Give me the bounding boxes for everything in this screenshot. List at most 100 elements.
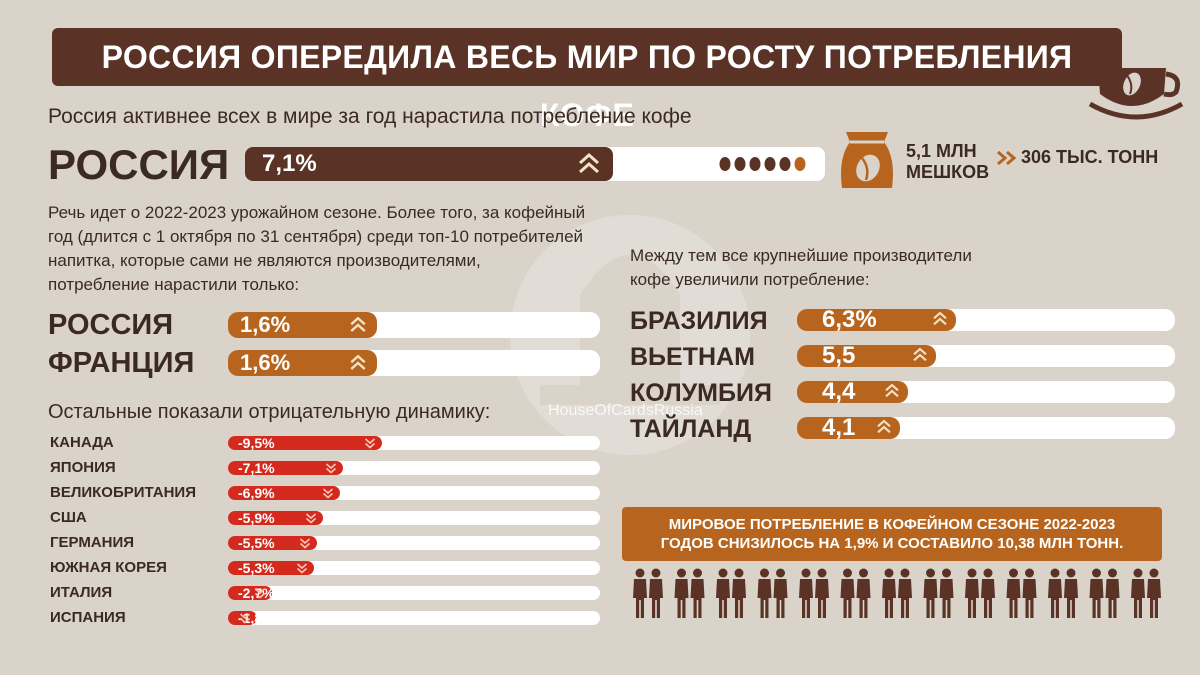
person-icon: [649, 568, 663, 618]
chevron-up-icon: [877, 419, 892, 434]
chevron-down-icon: [325, 463, 336, 474]
sacks-amount: 5,1 МЛН: [906, 141, 977, 161]
coffee-cup-icon: [1088, 68, 1184, 120]
chevron-down-icon: [299, 538, 310, 549]
person-icon: [840, 568, 855, 618]
paragraph-line-3: напитка, которые сами не являются произв…: [48, 251, 481, 270]
chevron-down-icon: [364, 438, 375, 449]
paragraph-line-2: год (длится с 1 октября по 31 сентября) …: [48, 227, 584, 246]
bar-track: [228, 611, 600, 625]
right-intro-line-1: Между тем все крупнейшие производители: [630, 246, 972, 265]
bar-value: -6,9%: [238, 485, 275, 501]
watermark-emblem: [510, 215, 750, 455]
bar-value: 1,6%: [240, 350, 291, 375]
person-icon: [856, 568, 871, 618]
bar-fill: [228, 486, 340, 500]
bar-track: [228, 561, 600, 575]
bar-value: -1,8%: [238, 610, 275, 626]
bar-fill: [797, 381, 908, 403]
right-intro-line-2: кофе увеличили потребление:: [630, 270, 870, 289]
bar-value: -9,5%: [238, 435, 275, 451]
person-icon: [716, 568, 730, 618]
person-icon: [1131, 568, 1145, 618]
country-label: ЮЖНАЯ КОРЕЯ: [50, 559, 167, 576]
person-icon: [732, 568, 746, 618]
chevron-down-icon: [254, 588, 265, 599]
title-banner: РОССИЯ ОПЕРЕДИЛА ВЕСЬ МИР ПО РОСТУ ПОТРЕ…: [52, 28, 1122, 133]
country-label: ИСПАНИЯ: [50, 609, 126, 626]
person-icon: [815, 568, 829, 618]
person-icon: [1064, 568, 1078, 618]
banner-line-1: МИРОВОЕ ПОТРЕБЛЕНИЕ В КОФЕЙНОМ СЕЗОНЕ 20…: [668, 516, 1116, 533]
person-icon: [965, 568, 979, 618]
bar-value: -5,5%: [238, 535, 275, 551]
chevron-down-icon: [240, 613, 251, 624]
bar-value: -5,9%: [238, 510, 275, 526]
bar-fill: [797, 345, 936, 367]
person-icon: [898, 568, 912, 618]
bar-fill: [228, 561, 314, 575]
subtitle: Россия активнее всех в мире за год нарас…: [48, 105, 692, 128]
negative-heading: Остальные показали отрицательную динамик…: [48, 401, 491, 423]
bar-track: [228, 536, 600, 550]
bar-fill: [228, 536, 317, 550]
country-label: БРАЗИЛИЯ: [630, 307, 768, 335]
chevron-down-icon: [322, 488, 333, 499]
bar-fill: [228, 461, 343, 475]
person-icon: [939, 568, 954, 618]
bar-value: -2,7%: [238, 585, 275, 601]
chevron-down-icon: [296, 563, 307, 574]
chevron-down-icon: [306, 513, 317, 524]
country-label: ФРАНЦИЯ: [48, 347, 195, 379]
chevron-up-icon: [885, 383, 899, 398]
paragraph-line-4: потребление нарастили только:: [48, 275, 300, 294]
watermark-text: HouseOfCardsRussia: [548, 402, 703, 419]
bar-track: [228, 586, 600, 600]
bar-value: -7,1%: [238, 460, 275, 476]
bar-value: -5,3%: [238, 560, 275, 576]
person-icon: [633, 568, 647, 618]
bar-value: 5,5: [822, 342, 856, 369]
person-icon: [773, 568, 788, 618]
person-icon: [1048, 568, 1062, 618]
chevron-up-icon: [350, 316, 366, 332]
world-consumption-banner: МИРОВОЕ ПОТРЕБЛЕНИЕ В КОФЕЙНОМ СЕЗОНЕ 20…: [622, 507, 1162, 561]
person-icon: [1105, 568, 1120, 618]
person-icon: [757, 568, 772, 618]
coffee-beans-icon: [719, 157, 806, 171]
country-label: ВЕЛИКОБРИТАНИЯ: [50, 484, 196, 501]
russia-main-value: 7,1%: [262, 150, 317, 177]
person-icon: [981, 568, 995, 618]
country-label: США: [50, 509, 87, 526]
page-title: РОССИЯ ОПЕРЕДИЛА ВЕСЬ МИР ПО РОСТУ ПОТРЕ…: [101, 39, 1073, 133]
person-icon: [1147, 568, 1161, 618]
paragraph-line-1: Речь идет о 2022-2023 урожайном сезоне. …: [48, 203, 586, 222]
person-icon: [882, 568, 896, 618]
person-icon: [799, 568, 813, 618]
coffee-sack-icon: [841, 132, 893, 188]
chevron-up-icon: [350, 354, 366, 370]
country-label: КОЛУМБИЯ: [630, 379, 772, 407]
bar-fill: [228, 436, 382, 450]
bar-value: 4,4: [822, 378, 856, 405]
sacks-unit: МЕШКОВ: [906, 162, 990, 182]
person-icon: [1022, 568, 1037, 618]
country-label: КАНАДА: [50, 434, 114, 451]
person-icon: [690, 568, 705, 618]
person-icon: [1089, 568, 1104, 618]
chevron-up-icon: [578, 152, 599, 174]
bar-fill: [797, 309, 956, 331]
russia-main-bar: [245, 147, 613, 181]
bar-fill: [228, 511, 324, 525]
country-label: ИТАЛИЯ: [50, 584, 113, 601]
country-label: ЯПОНИЯ: [50, 459, 116, 476]
person-icon: [923, 568, 938, 618]
person-icon: [1006, 568, 1021, 618]
double-chevron-right-icon: [997, 150, 1017, 166]
country-label: ТАЙЛАНД: [630, 415, 752, 443]
banner-line-2: ГОДОВ СНИЗИЛОСЬ НА 1,9% И СОСТАВИЛО 10,3…: [660, 535, 1124, 552]
bar-value: 6,3%: [822, 306, 877, 333]
country-label: РОССИЯ: [48, 309, 174, 341]
chevron-up-icon: [912, 347, 927, 362]
tons-amount: 306 ТЫС. ТОНН: [1021, 147, 1159, 167]
